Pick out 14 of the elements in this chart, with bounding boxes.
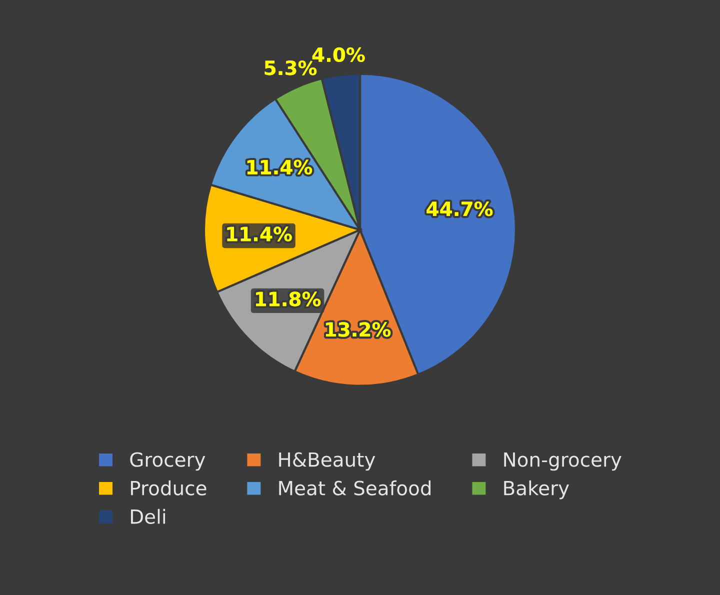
data-label: 44.7%	[426, 201, 493, 216]
legend-label: Meat & Seafood	[279, 480, 430, 496]
data-label: 13.2%	[326, 322, 391, 337]
legend-label: Bakery	[504, 480, 569, 500]
legend-label: Grocery	[130, 452, 206, 471]
legend-label: Non-grocery	[504, 452, 622, 471]
data-label: 11.4%	[227, 226, 292, 242]
data-label: 11.4%	[247, 160, 312, 174]
data-label: 5.3%	[264, 60, 317, 76]
legend-label: Deli	[131, 508, 166, 524]
legend-label: H&Beauty	[279, 452, 376, 471]
data-label: 11.8%	[256, 292, 321, 306]
data-label: 4.0%	[312, 47, 365, 62]
legend-label: Produce	[131, 480, 206, 496]
